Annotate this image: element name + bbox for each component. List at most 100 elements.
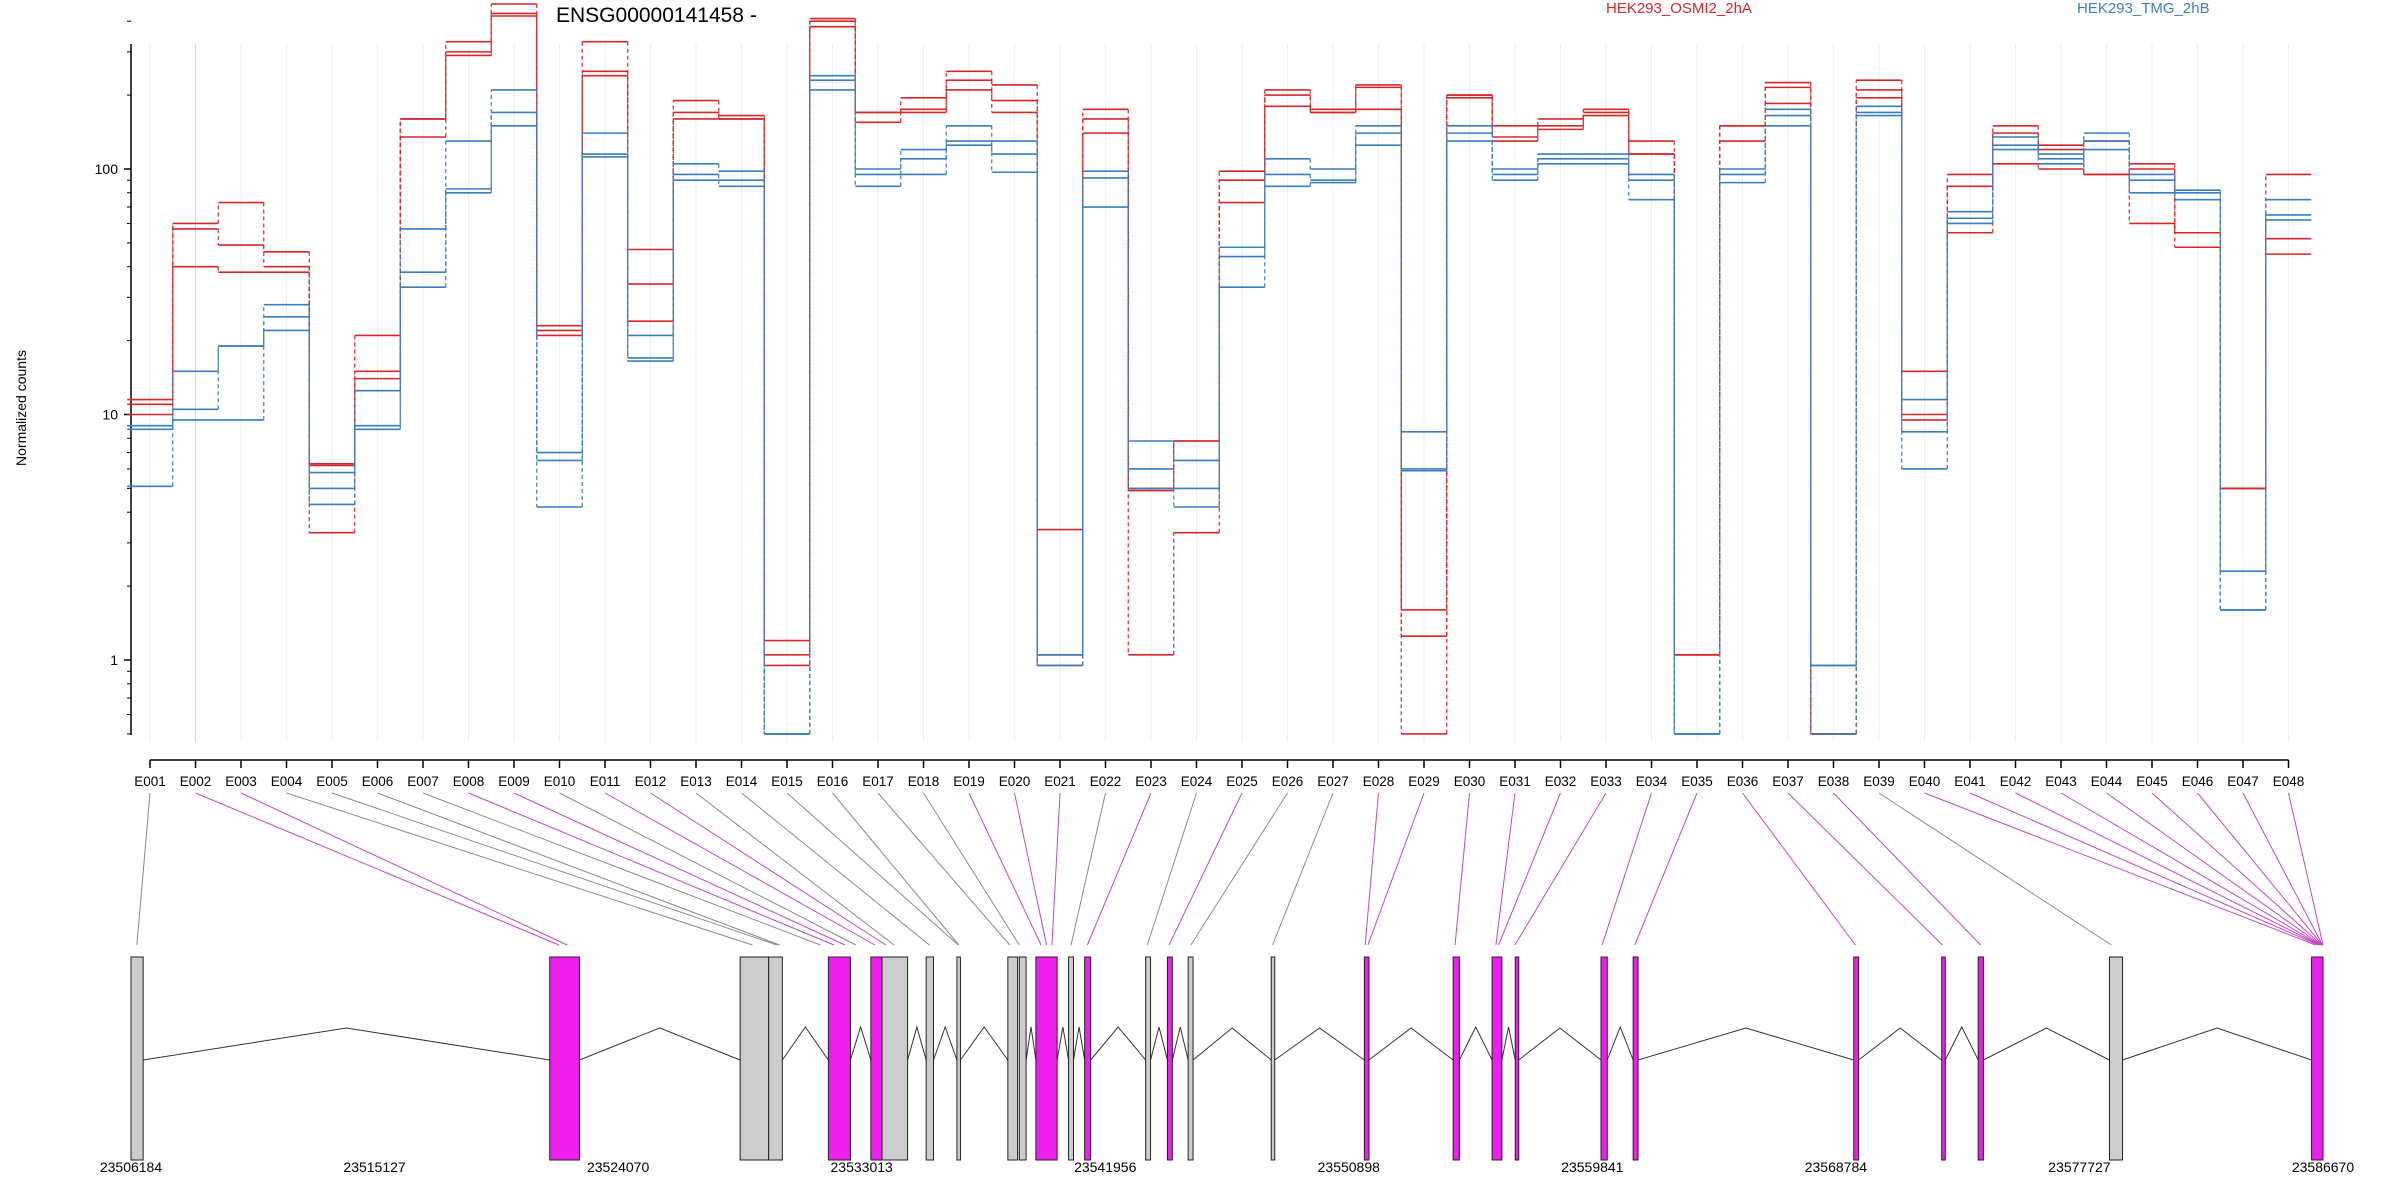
connector-E030 [1454, 792, 1470, 946]
coord-label-23577727: 23577727 [2048, 1159, 2111, 1175]
intron-19 [1368, 1027, 1454, 1061]
connector-E018 [923, 792, 1020, 946]
exon-label-E009: E009 [498, 774, 530, 789]
exon-label-E022: E022 [1090, 774, 1122, 789]
intron-11 [1025, 1026, 1037, 1061]
exon-block-18 [1270, 956, 1276, 1161]
connector-E029 [1367, 792, 1425, 946]
exon-label-E038: E038 [1818, 774, 1850, 789]
exon-label-E030: E030 [1454, 774, 1486, 789]
coord-label-23524070: 23524070 [587, 1159, 650, 1175]
connector-E044 [2106, 792, 2322, 946]
exon-label-E018: E018 [908, 774, 940, 789]
exon-label-E037: E037 [1772, 774, 1804, 789]
connector-E023 [1086, 792, 1152, 946]
exon-block-7 [881, 956, 909, 1161]
exon-block-6 [870, 956, 883, 1161]
connector-E039 [1878, 792, 2112, 946]
intron-22 [1518, 1027, 1602, 1061]
exon-label-E040: E040 [1909, 774, 1941, 789]
connector-E043 [2060, 792, 2321, 946]
coordinate-axis: 23506184 23515127 23524070 23533013 23541956… [100, 1159, 2355, 1175]
connector-E006 [377, 792, 780, 946]
exon-block-17 [1187, 956, 1194, 1161]
intron-26 [1944, 1025, 1979, 1061]
exon-label-E048: E048 [2273, 774, 2305, 789]
exon-label-E039: E039 [1863, 774, 1895, 789]
exon-block-3 [739, 956, 770, 1161]
exon-block-24 [1632, 956, 1639, 1161]
exon-block-29 [2311, 956, 2324, 1161]
exon-connectors [136, 792, 2324, 946]
connector-E046 [2197, 792, 2323, 946]
legend-series-1: HEK293_OSMI2_2hA [1606, 0, 1752, 17]
exon-label-E046: E046 [2182, 774, 2214, 789]
exon-block-21 [1491, 956, 1503, 1161]
exon-block-10 [1007, 956, 1019, 1161]
exon-block-25 [1853, 956, 1860, 1161]
connector-E020 [1014, 792, 1048, 946]
chart-title: ENSG00000141458 - [556, 4, 757, 27]
exon-block-19 [1363, 956, 1370, 1161]
intron-13 [1072, 1026, 1086, 1061]
intron-4 [781, 1026, 829, 1061]
intron-15 [1150, 1026, 1168, 1061]
intron-1 [143, 1027, 550, 1061]
exon-block-22 [1514, 956, 1520, 1161]
connector-E011 [604, 792, 876, 946]
connector-E040 [1924, 792, 2316, 946]
exon-block-2 [549, 956, 580, 1161]
gene-model [130, 956, 2324, 1161]
exon-block-12 [1035, 956, 1058, 1161]
exon-label-E011: E011 [590, 774, 621, 789]
exon-block-9 [956, 956, 961, 1161]
exon-label-E010: E010 [544, 774, 576, 789]
coord-label-23586670: 23586670 [2292, 1159, 2355, 1175]
exon-label-E015: E015 [771, 774, 803, 789]
connector-E007 [422, 792, 821, 946]
exon-block-4 [768, 956, 783, 1161]
exon-label-E016: E016 [817, 774, 849, 789]
exon-block-28 [2108, 956, 2124, 1161]
connector-E036 [1742, 792, 1856, 946]
exon-label-E043: E043 [2045, 774, 2077, 789]
connector-E024 [1146, 792, 1197, 946]
connector-E025 [1168, 792, 1243, 946]
exon-label-E007: E007 [407, 774, 439, 789]
exon-label-E026: E026 [1272, 774, 1304, 789]
connector-E016 [832, 792, 960, 946]
exon-label-E044: E044 [2091, 774, 2123, 789]
intron-7 [907, 1025, 927, 1061]
exon-label-E002: E002 [180, 774, 212, 789]
exon-label-E033: E033 [1590, 774, 1622, 789]
exon-label-E001: E001 [134, 774, 166, 789]
exon-label-E047: E047 [2227, 774, 2259, 789]
exon-block-1 [130, 956, 144, 1161]
exon-label-E013: E013 [680, 774, 712, 789]
connector-E034 [1601, 792, 1652, 946]
connector-E047 [2242, 792, 2323, 946]
connector-E035 [1634, 792, 1698, 946]
exon-label-E029: E029 [1408, 774, 1440, 789]
intron-23 [1606, 1025, 1634, 1061]
exon-block-26 [1941, 956, 1946, 1161]
intron-17 [1192, 1027, 1272, 1061]
exon-block-27 [1977, 956, 1984, 1161]
exon-label-E027: E027 [1317, 774, 1349, 789]
connector-E012 [650, 792, 887, 946]
exon-label-E028: E028 [1363, 774, 1395, 789]
intron-12 [1056, 1026, 1070, 1061]
exon-label-E045: E045 [2136, 774, 2168, 789]
exon-label-E003: E003 [225, 774, 257, 789]
connector-E019 [968, 792, 1042, 946]
intron-21 [1501, 1026, 1516, 1061]
intron-27 [1983, 1027, 2110, 1061]
exon-label-E008: E008 [453, 774, 485, 789]
exon-label-E036: E036 [1727, 774, 1759, 789]
intron-20 [1458, 1025, 1493, 1061]
connector-E028 [1364, 792, 1379, 946]
exon-label-E041: E041 [1954, 774, 1986, 789]
exon-block-20 [1452, 956, 1460, 1161]
connector-E009 [513, 792, 846, 946]
